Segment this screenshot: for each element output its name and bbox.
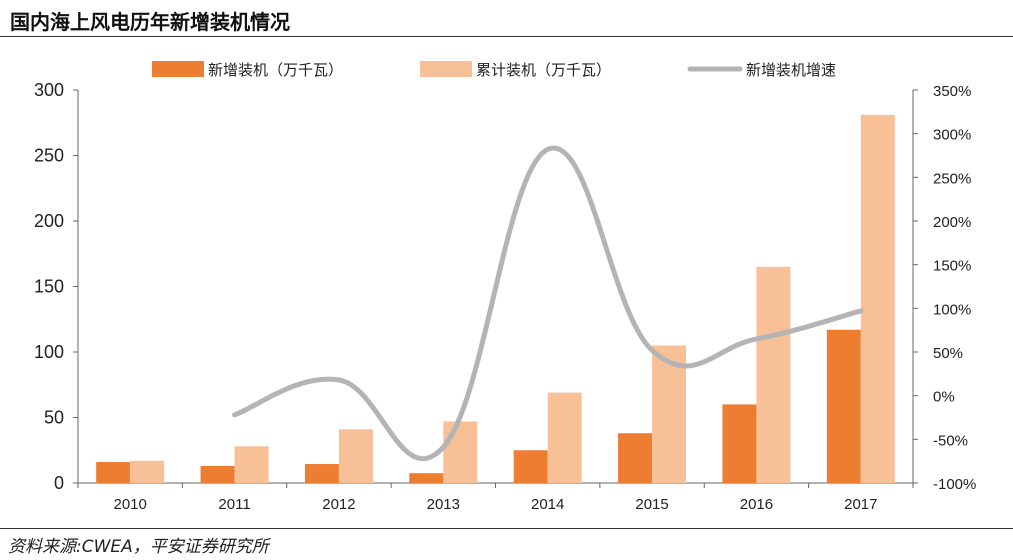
legend-cumulative-label: 累计装机（万千瓦） [476, 61, 611, 79]
y-left-tick-label: 100 [34, 342, 64, 362]
growth-line-series [232, 145, 864, 462]
bar-new-capacity [304, 464, 339, 483]
y-right-tick-label: 100% [933, 301, 971, 318]
chart-title: 国内海上风电历年新增装机情况 [10, 10, 290, 34]
y-right-tick-label: 0% [933, 389, 955, 406]
chart-legend: 新增装机（万千瓦） 累计装机（万千瓦） 新增装机增速 [152, 61, 836, 79]
bar-new-capacity [618, 433, 653, 483]
bar-cumulative [338, 429, 373, 483]
chart-axes: 300 250 200 150 100 50 0 350% 300% 250% 200% 150% 10… [34, 80, 976, 513]
y-left-tick-label: 250 [34, 146, 64, 166]
y-left-tick-label: 0 [54, 473, 64, 493]
y-left-tick-label: 150 [34, 277, 64, 297]
bar-cumulative [443, 421, 478, 483]
y-right-tick-label: 200% [933, 214, 971, 231]
y-left-tick-label: 300 [34, 80, 64, 100]
y-left-tick-label: 50 [44, 408, 64, 428]
bar-new-capacity [96, 462, 131, 483]
x-tick-label: 2017 [844, 496, 877, 513]
legend-cumulative: 累计装机（万千瓦） [420, 61, 611, 79]
x-tick-label: 2015 [635, 496, 668, 513]
footer-divider [0, 528, 1013, 529]
legend-cumulative-swatch [420, 61, 472, 77]
x-tick-label: 2014 [531, 496, 564, 513]
bar-new-capacity [722, 404, 757, 483]
title-divider [0, 36, 1013, 37]
bar-cumulative [652, 345, 687, 483]
bar-new-capacity [826, 329, 861, 483]
y-right-tick-label: 50% [933, 345, 963, 362]
y-right-tick-label: 150% [933, 258, 971, 275]
x-tick-label: 2012 [322, 496, 355, 513]
source-note: 资料来源:CWEA，平安证券研究所 [8, 537, 269, 557]
bar-cumulative [860, 114, 895, 483]
bar-cumulative [234, 446, 269, 483]
bar-new-capacity [200, 465, 235, 483]
bar-new-capacity [513, 450, 548, 483]
legend-growth: 新增装机增速 [687, 61, 836, 79]
bar-series [96, 114, 895, 483]
growth-line [232, 145, 864, 462]
bar-cumulative [130, 460, 165, 483]
legend-new-capacity: 新增装机（万千瓦） [152, 61, 343, 79]
bar-new-capacity [409, 473, 444, 483]
legend-growth-label: 新增装机增速 [746, 61, 836, 79]
legend-new-capacity-swatch [152, 61, 204, 77]
x-tick-label: 2016 [740, 496, 773, 513]
legend-new-capacity-label: 新增装机（万千瓦） [208, 61, 343, 79]
x-tick-label: 2010 [114, 496, 147, 513]
x-tick-label: 2011 [218, 496, 250, 513]
x-tick-label: 2013 [427, 496, 460, 513]
y-right-tick-label: -50% [933, 432, 968, 449]
y-right-tick-label: 300% [933, 127, 971, 144]
bar-cumulative [547, 392, 582, 483]
y-right-tick-label: 350% [933, 83, 971, 100]
combo-chart: 300 250 200 150 100 50 0 350% 300% 250% 200% 150% 10… [34, 61, 976, 513]
y-right-tick-label: -100% [933, 476, 976, 493]
bar-cumulative [756, 266, 791, 483]
y-right-tick-label: 250% [933, 170, 971, 187]
y-left-tick-label: 200 [34, 211, 64, 231]
